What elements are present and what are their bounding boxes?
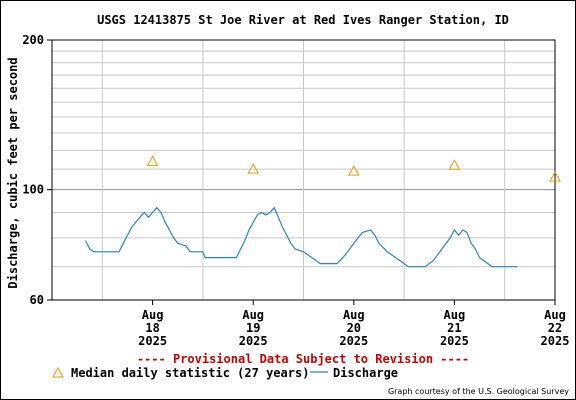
y-tick-label: 100 (22, 183, 44, 197)
x-tick-year: 2025 (440, 334, 469, 348)
median-marker (549, 171, 561, 182)
x-tick-month: Aug (444, 308, 466, 322)
x-tick-day: 20 (347, 321, 361, 335)
y-axis-ticks: 60 100 200 (22, 33, 52, 307)
legend: Median daily statistic (27 years) Discha… (52, 366, 398, 380)
x-tick-day: 22 (548, 321, 562, 335)
median-marker (247, 163, 260, 174)
x-tick-month: Aug (142, 308, 164, 322)
y-tick-label: 200 (22, 33, 44, 47)
x-tick-year: 2025 (541, 334, 570, 348)
grid-lines (52, 40, 555, 300)
x-tick-month: Aug (544, 308, 566, 322)
legend-discharge-label: Discharge (333, 366, 398, 380)
median-marker (146, 155, 159, 166)
x-tick-year: 2025 (138, 334, 167, 348)
chart-title: USGS 12413875 St Joe River at Red Ives R… (97, 13, 509, 27)
y-axis-label: Discharge, cubic feet per second (6, 57, 20, 288)
median-marker (347, 165, 360, 176)
x-tick-month: Aug (343, 308, 365, 322)
legend-triangle-icon (52, 366, 64, 378)
x-tick-year: 2025 (339, 334, 368, 348)
x-tick-year: 2025 (239, 334, 268, 348)
usgs-credit: Graph courtesy of the U.S. Geological Su… (388, 387, 569, 396)
y-tick-label: 60 (30, 293, 44, 307)
x-tick-day: 19 (246, 321, 260, 335)
plot-area (51, 39, 556, 301)
legend-median-label: Median daily statistic (27 years) (71, 366, 309, 380)
x-axis-ticks: Aug182025Aug192025Aug202025Aug212025Aug2… (138, 300, 569, 348)
discharge-series-line (84, 206, 518, 268)
provisional-notice: ---- Provisional Data Subject to Revisio… (137, 352, 469, 366)
x-tick-day: 18 (145, 321, 159, 335)
x-tick-month: Aug (242, 308, 264, 322)
median-markers (146, 155, 561, 182)
median-marker (448, 159, 461, 170)
x-tick-day: 21 (447, 321, 461, 335)
